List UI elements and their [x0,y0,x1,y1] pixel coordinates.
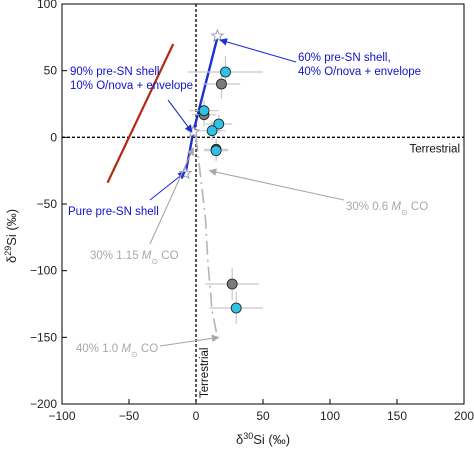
annotation-arrow [149,171,186,201]
annotations: 90% pre-SN shell 10% O/nova + envelope 60%… [68,52,428,359]
y-axis-title: δ29Si (‰) [3,209,19,263]
co-nova-annotation-text: 30% 0.6 M⊙ CO [346,201,428,217]
cyan-data-point [210,145,222,157]
co-nova-mixing-curve [195,137,219,338]
mixing-annotation-text: 40% O/nova + envelope [298,66,421,78]
mixing-annotation-text: 10% O/nova + envelope [70,80,193,92]
annotation-arrow [208,168,345,201]
x-tick-label: −100 [48,409,75,423]
y-tick-label: −100 [30,264,57,278]
x-tick-label: 0 [193,409,200,423]
co-nova-annotation-text: 40% 1.0 M⊙ CO [76,343,158,359]
axis-ticks: −100 −50 0 50 100 150 200 −200 −150 −100 −50 0 50 100 [30,0,474,423]
data-points [198,66,242,314]
y-tick-label: 100 [37,0,57,11]
y-tick-label: −50 [37,197,58,211]
cyan-data-point [198,105,210,117]
mixing-annotation-text: Pure pre-SN shell [68,206,159,218]
gray-data-point [216,78,227,90]
y-tick-label: 0 [50,130,57,144]
x-tick-label: 100 [320,409,340,423]
y-tick-label: −200 [30,397,57,411]
svg-text:δ29Si (‰): δ29Si (‰) [3,209,19,263]
red-line [106,43,175,184]
cyan-data-point [230,302,242,314]
x-axis-title: δ30Si (‰) [236,431,290,447]
terrestrial-vertical-label: Terrestrial [199,348,211,398]
x-tick-label: −50 [119,409,140,423]
cyan-data-point [213,118,225,130]
annotation-arrow [159,334,220,347]
terrestrial-horizontal-label: Terrestrial [410,143,460,155]
gray-data-point [226,278,238,290]
star-marker [178,165,193,180]
x-tick-label: 200 [454,409,474,423]
co-nova-annotation-text: 30% 1.15 M⊙ CO [90,250,179,266]
plot-frame [61,3,465,405]
cyan-data-point [220,66,231,78]
annotation-arrow [167,99,193,133]
mixing-annotation-text: 90% pre-SN shell [70,66,159,78]
cyan-data-point [206,125,218,137]
y-tick-label: −150 [30,330,57,344]
x-tick-label: 150 [387,409,407,423]
annotation-arrows [149,38,345,347]
mixing-annotation-text: 60% pre-SN shell, [298,52,391,64]
svg-text:δ30Si (‰): δ30Si (‰) [236,431,290,447]
y-tick-label: 50 [44,64,58,78]
error-bars [187,56,263,324]
annotation-arrow [219,38,297,63]
star-marker [210,28,225,42]
x-tick-label: 50 [256,409,270,423]
annotation-arrow [149,147,194,245]
